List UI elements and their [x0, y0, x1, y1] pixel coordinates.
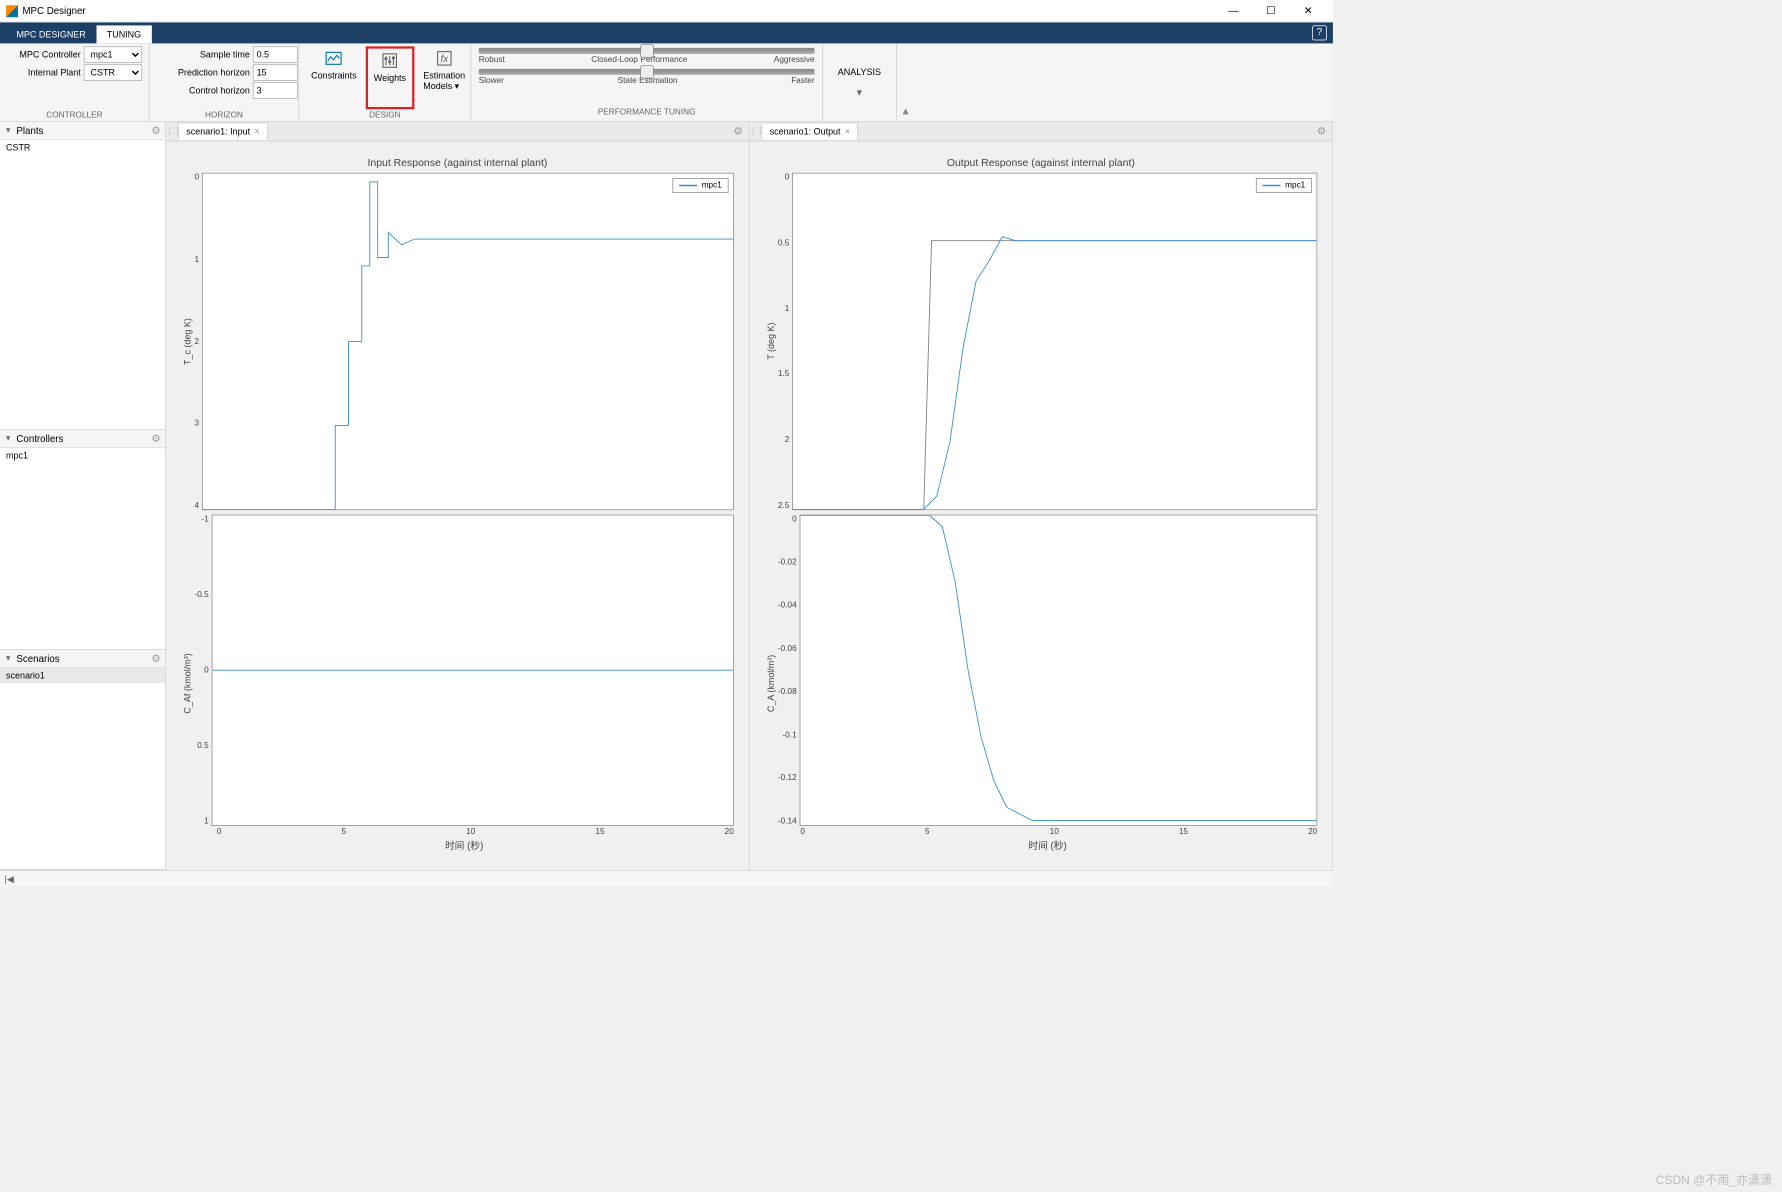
gear-icon[interactable]: ⚙ — [151, 124, 160, 137]
ylabel: T (deg K) — [764, 173, 777, 510]
controller-group-label: CONTROLLER — [6, 109, 143, 121]
analysis-button[interactable]: ANALYSIS ▼ — [823, 43, 897, 121]
estimation-models-button[interactable]: fx Estimation Models ▾ — [417, 46, 471, 109]
output-plot-panel: ⋮⋮ scenario1: Output× ⚙ Output Response … — [749, 122, 1332, 870]
toolstrip-tabs: MPC DESIGNER TUNING ? — [0, 22, 1333, 43]
state-estimation-slider[interactable] — [479, 69, 815, 75]
titlebar: MPC Designer — ☐ ✕ — [0, 0, 1333, 22]
design-group-label: DESIGN — [305, 109, 464, 121]
gear-icon[interactable]: ⚙ — [733, 125, 742, 138]
plot-axes[interactable]: mpc1 — [202, 173, 734, 510]
ylabel: C_A (kmol/m³) — [764, 515, 777, 852]
horizon-group-label: HORIZON — [156, 109, 293, 121]
plot-axes[interactable]: mpc1 — [792, 173, 1317, 510]
close-icon[interactable]: × — [845, 127, 850, 136]
close-icon[interactable]: × — [255, 127, 260, 136]
constraints-button[interactable]: Constraints — [305, 46, 362, 109]
plot-axes[interactable] — [800, 515, 1318, 826]
control-horizon-label: Control horizon — [156, 85, 250, 95]
output-plot-tab[interactable]: scenario1: Output× — [761, 123, 858, 140]
mpc-controller-select[interactable]: mpc1 — [84, 46, 142, 62]
estimation-icon: fx — [435, 49, 453, 67]
chevron-down-icon: ▼ — [855, 88, 864, 98]
expand-toolstrip-icon[interactable]: ▴ — [897, 43, 915, 121]
xlabel: 时间 (秒) — [778, 836, 1317, 852]
weights-icon — [381, 52, 399, 70]
left-panel: ▼Plants⚙ CSTR ▼Controllers⚙ mpc1 ▼Scenar… — [0, 122, 166, 870]
ylabel: C_Af (kmol/m³) — [181, 515, 194, 852]
internal-plant-select[interactable]: CSTR — [84, 64, 142, 80]
prediction-horizon-label: Prediction horizon — [156, 67, 250, 77]
scenarios-panel-header[interactable]: ▼Scenarios⚙ — [0, 650, 165, 668]
matlab-icon — [6, 5, 18, 17]
weights-button[interactable]: Weights — [366, 46, 415, 109]
constraints-icon — [325, 49, 343, 67]
internal-plant-label: Internal Plant — [6, 67, 81, 77]
control-horizon-input[interactable] — [253, 82, 298, 98]
close-button[interactable]: ✕ — [1297, 4, 1319, 17]
plot-axes[interactable] — [212, 515, 734, 826]
scenarios-item[interactable]: scenario1 — [0, 668, 165, 683]
ylabel: T_c (deg K) — [181, 173, 194, 510]
sample-time-label: Sample time — [156, 49, 250, 59]
minimize-button[interactable]: — — [1222, 4, 1244, 17]
sample-time-input[interactable] — [253, 46, 298, 62]
output-plot-title: Output Response (against internal plant) — [764, 156, 1317, 168]
performance-tuning-group-label: PERFORMANCE TUNING — [479, 106, 815, 118]
mpc-controller-label: MPC Controller — [6, 49, 81, 59]
tab-tuning[interactable]: TUNING — [96, 25, 151, 43]
window-title: MPC Designer — [22, 5, 1222, 16]
controllers-panel-header[interactable]: ▼Controllers⚙ — [0, 430, 165, 448]
help-icon[interactable]: ? — [1312, 25, 1327, 40]
watermark: CSDN @不雨_亦潇潇 — [1656, 1171, 1772, 1188]
gear-icon[interactable]: ⚙ — [151, 432, 160, 445]
plants-panel-header[interactable]: ▼Plants⚙ — [0, 122, 165, 140]
gear-icon[interactable]: ⚙ — [151, 652, 160, 665]
prediction-horizon-input[interactable] — [253, 64, 298, 80]
input-plot-panel: ⋮⋮ scenario1: Input× ⚙ Input Response (a… — [166, 122, 749, 870]
plants-item[interactable]: CSTR — [0, 140, 165, 155]
status-back-icon[interactable]: |◀ — [4, 873, 13, 883]
input-plot-title: Input Response (against internal plant) — [181, 156, 734, 168]
legend: mpc1 — [1256, 178, 1312, 193]
drag-handle-icon[interactable]: ⋮⋮ — [749, 127, 756, 135]
drag-handle-icon[interactable]: ⋮⋮ — [166, 127, 173, 135]
gear-icon[interactable]: ⚙ — [1317, 125, 1326, 138]
tab-mpc-designer[interactable]: MPC DESIGNER — [6, 25, 96, 43]
svg-text:fx: fx — [440, 54, 449, 65]
toolstrip: MPC Controller mpc1 Internal Plant CSTR … — [0, 43, 1333, 122]
input-plot-tab[interactable]: scenario1: Input× — [178, 123, 268, 140]
maximize-button[interactable]: ☐ — [1260, 4, 1282, 17]
statusbar: |◀ — [0, 870, 1333, 886]
legend: mpc1 — [673, 178, 729, 193]
closed-loop-slider[interactable] — [479, 48, 815, 54]
xlabel: 时间 (秒) — [194, 836, 733, 852]
controllers-item[interactable]: mpc1 — [0, 448, 165, 463]
